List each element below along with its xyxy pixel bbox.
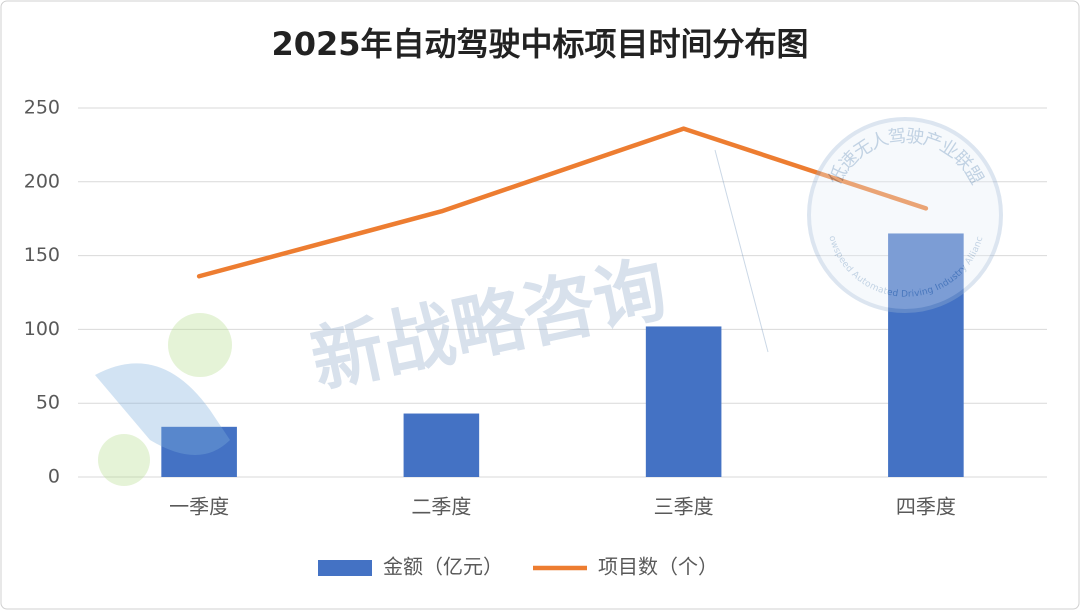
- y-tick-label: 200: [24, 170, 60, 192]
- y-tick-label: 100: [24, 318, 60, 340]
- x-tick-label: 二季度: [411, 495, 471, 519]
- watermark-shape: [98, 434, 150, 486]
- watermark-logo: [807, 117, 1003, 313]
- bar: [888, 233, 964, 477]
- y-tick-label: 150: [24, 244, 60, 266]
- y-tick-label: 250: [24, 97, 60, 119]
- watermark-shape: [714, 149, 769, 353]
- x-tick-label: 一季度: [169, 495, 229, 519]
- watermark-shape: [95, 363, 230, 455]
- x-tick-label: 四季度: [896, 495, 956, 519]
- bar: [403, 413, 480, 477]
- y-tick-label: 0: [48, 466, 60, 488]
- legend-label: 金额（亿元）: [383, 555, 503, 579]
- x-tick-label: 三季度: [654, 495, 714, 519]
- chart-title: 2025年自动驾驶中标项目时间分布图: [271, 25, 808, 63]
- line: [196, 126, 929, 279]
- bar: [645, 326, 722, 477]
- bar: [161, 426, 237, 477]
- watermark-shape: [168, 313, 232, 377]
- y-tick-label: 50: [36, 392, 60, 414]
- legend-swatch: [318, 560, 372, 576]
- legend-label: 项目数（个）: [598, 555, 718, 579]
